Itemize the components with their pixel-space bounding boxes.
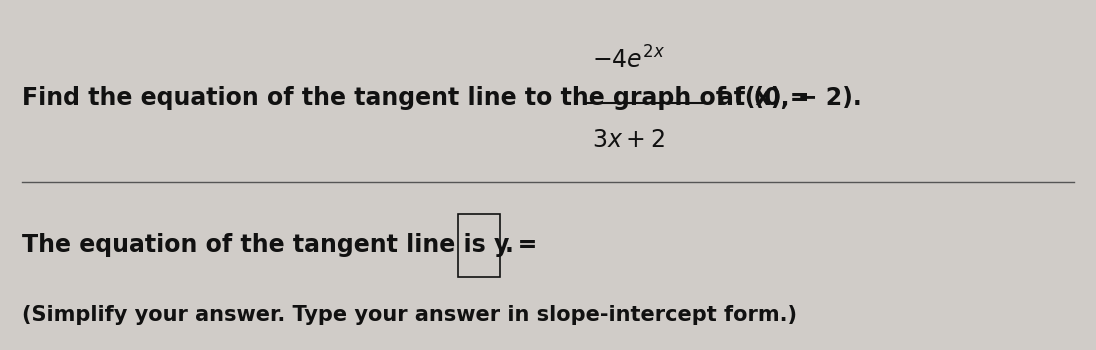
Text: at (0, − 2).: at (0, − 2). <box>718 86 861 110</box>
Text: .: . <box>504 233 513 257</box>
Text: $3x + 2$: $3x + 2$ <box>592 128 664 152</box>
Text: The equation of the tangent line is y =: The equation of the tangent line is y = <box>22 233 546 257</box>
Text: $-4e^{2x}$: $-4e^{2x}$ <box>592 46 665 73</box>
Text: Find the equation of the tangent line to the graph of f(x) =: Find the equation of the tangent line to… <box>22 86 818 110</box>
FancyBboxPatch shape <box>458 214 500 276</box>
Text: (Simplify your answer. Type your answer in slope-intercept form.): (Simplify your answer. Type your answer … <box>22 305 797 325</box>
